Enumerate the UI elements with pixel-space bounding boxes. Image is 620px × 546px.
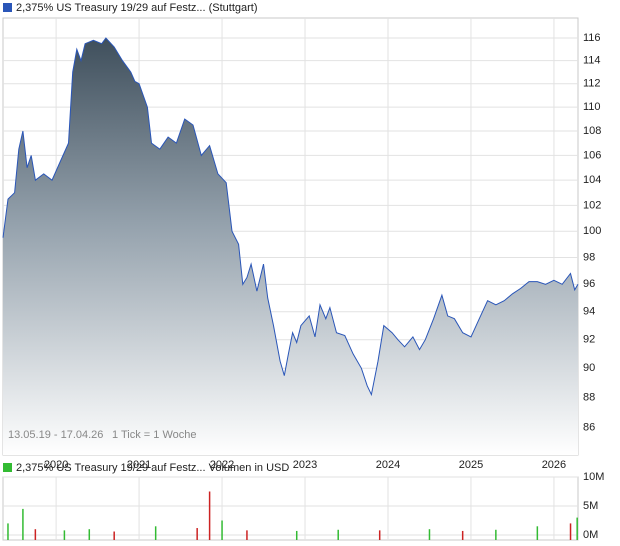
volume-bar	[113, 531, 115, 540]
x-tick-label: 2020	[44, 459, 68, 471]
x-tick-label: 2024	[376, 459, 400, 471]
x-tick-label: 2026	[542, 459, 566, 471]
legend-swatch	[3, 3, 12, 12]
y-tick-label: 110	[583, 101, 601, 113]
volume-bar	[7, 523, 9, 540]
y-tick-label: 106	[583, 149, 601, 161]
y-tick-label: 5M	[583, 500, 598, 512]
y-tick-label: 92	[583, 334, 595, 346]
volume-bar	[221, 520, 223, 540]
x-tick-label: 2022	[210, 459, 234, 471]
volume-bar	[378, 530, 381, 540]
annotation: 1 Tick = 1 Woche	[112, 429, 196, 441]
volume-bar	[154, 526, 157, 540]
volume-bar	[536, 526, 539, 540]
legend-swatch	[3, 463, 12, 472]
y-tick-label: 112	[583, 78, 601, 90]
y-tick-label: 98	[583, 251, 595, 263]
volume-bar	[495, 529, 497, 540]
y-tick-label: 114	[583, 55, 601, 67]
volume-bar	[88, 529, 91, 540]
y-tick-label: 88	[583, 391, 595, 403]
y-tick-label: 90	[583, 362, 595, 374]
volume-bar	[576, 517, 578, 540]
chart-title: 2,375% US Treasury 19/29 auf Festz... (S…	[16, 2, 258, 14]
y-tick-label: 96	[583, 278, 595, 290]
y-tick-label: 100	[583, 225, 601, 237]
volume-bar	[461, 530, 464, 540]
y-tick-label: 10M	[583, 471, 604, 483]
volume-bar	[196, 528, 198, 540]
price-line	[2, 37, 579, 397]
y-tick-label: 116	[583, 32, 601, 44]
y-tick-label: 86	[583, 421, 595, 433]
volume-bar	[63, 530, 66, 540]
volume-bar	[246, 530, 248, 540]
volume-bar	[295, 530, 298, 540]
volume-bar	[208, 491, 211, 540]
x-tick-label: 2025	[459, 459, 483, 471]
area-fill	[3, 38, 578, 455]
volume-bar	[569, 523, 572, 540]
y-tick-label: 104	[583, 174, 601, 186]
x-tick-label: 2021	[127, 459, 151, 471]
chart-title: 2,375% US Treasury 19/29 auf Festz... Vo…	[16, 462, 289, 474]
volume-bar	[22, 508, 24, 540]
y-tick-label: 108	[583, 125, 601, 137]
y-tick-label: 94	[583, 306, 595, 318]
x-tick-label: 2023	[293, 459, 317, 471]
volume-bar	[34, 529, 37, 540]
annotation: 13.05.19 - 17.04.26	[8, 429, 103, 441]
y-tick-label: 102	[583, 199, 601, 211]
y-tick-label: 0M	[583, 529, 598, 541]
volume-bar	[337, 529, 339, 540]
volume-bar	[428, 529, 431, 540]
